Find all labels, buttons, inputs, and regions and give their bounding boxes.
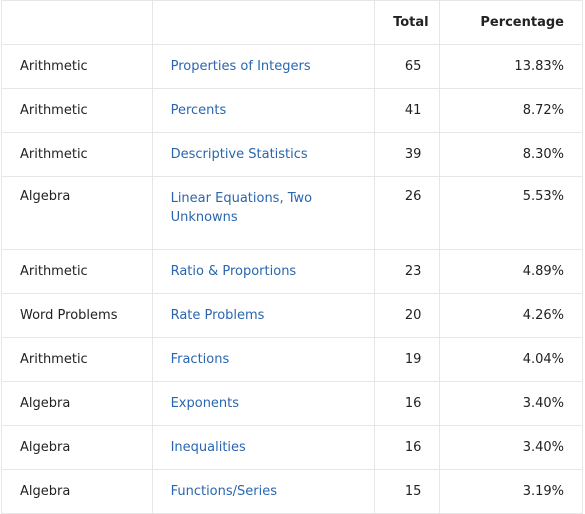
percentage-cell: 3.40% (439, 381, 583, 426)
subtopic-cell: Functions/Series (151, 469, 376, 514)
subtopic-link[interactable]: Linear Equations, Two Unknowns (170, 191, 313, 225)
category-cell: Algebra (1, 425, 153, 470)
category-cell: Algebra (1, 381, 153, 426)
percentage-cell: 4.89% (439, 249, 583, 294)
subtopic-cell: Linear Equations, Two Unknowns (151, 176, 376, 250)
table-row: Algebra Exponents 16 3.40% (1, 381, 583, 426)
percentage-cell: 4.04% (439, 337, 583, 382)
total-cell: 16 (374, 381, 441, 426)
percentage-cell: 8.72% (439, 88, 583, 133)
header-category (1, 0, 153, 45)
subtopic-link[interactable]: Descriptive Statistics (170, 147, 308, 162)
category-cell: Arithmetic (1, 249, 153, 294)
total-cell: 39 (374, 132, 441, 177)
subtopic-cell: Exponents (151, 381, 376, 426)
header-percentage: Percentage (439, 0, 583, 45)
total-cell: 26 (374, 176, 441, 250)
header-subtopic (151, 0, 376, 45)
category-cell: Algebra (1, 469, 153, 514)
subtopic-link[interactable]: Functions/Series (170, 484, 278, 499)
category-cell: Algebra (1, 176, 153, 250)
table-row: Algebra Linear Equations, Two Unknowns 2… (1, 176, 583, 250)
percentage-cell: 13.83% (439, 44, 583, 89)
subtopic-link[interactable]: Inequalities (170, 440, 246, 455)
percentage-cell: 8.30% (439, 132, 583, 177)
subtopic-cell: Percents (151, 88, 376, 133)
subtopic-link[interactable]: Rate Problems (170, 308, 265, 323)
subtopic-link[interactable]: Fractions (170, 352, 230, 367)
header-row: Total Percentage (1, 0, 583, 45)
table-row: Arithmetic Percents 41 8.72% (1, 88, 583, 133)
total-cell: 65 (374, 44, 441, 89)
total-cell: 23 (374, 249, 441, 294)
subtopic-link[interactable]: Exponents (170, 396, 240, 411)
subtopic-link[interactable]: Percents (170, 103, 227, 118)
percentage-cell: 5.53% (439, 176, 583, 250)
category-cell: Arithmetic (1, 44, 153, 89)
percentage-cell: 3.40% (439, 425, 583, 470)
percentage-cell: 4.26% (439, 293, 583, 338)
total-cell: 16 (374, 425, 441, 470)
subtopic-cell: Ratio & Proportions (151, 249, 376, 294)
table-row: Arithmetic Ratio & Proportions 23 4.89% (1, 249, 583, 294)
table-row: Arithmetic Fractions 19 4.04% (1, 337, 583, 382)
category-cell: Arithmetic (1, 88, 153, 133)
total-cell: 19 (374, 337, 441, 382)
table-body: Arithmetic Properties of Integers 65 13.… (1, 44, 583, 514)
header-total: Total (374, 0, 441, 45)
category-cell: Arithmetic (1, 132, 153, 177)
category-cell: Arithmetic (1, 337, 153, 382)
subtopic-cell: Rate Problems (151, 293, 376, 338)
total-cell: 20 (374, 293, 441, 338)
category-cell: Word Problems (1, 293, 153, 338)
subtopic-cell: Properties of Integers (151, 44, 376, 89)
table-row: Algebra Functions/Series 15 3.19% (1, 469, 583, 514)
table-row: Arithmetic Descriptive Statistics 39 8.3… (1, 132, 583, 177)
table-header: Total Percentage (1, 0, 583, 45)
table-row: Word Problems Rate Problems 20 4.26% (1, 293, 583, 338)
subtopic-cell: Fractions (151, 337, 376, 382)
total-cell: 15 (374, 469, 441, 514)
subtopic-link[interactable]: Ratio & Proportions (170, 264, 297, 279)
subtopic-cell: Inequalities (151, 425, 376, 470)
subtopic-link[interactable]: Properties of Integers (170, 59, 311, 74)
total-cell: 41 (374, 88, 441, 133)
subtopic-cell: Descriptive Statistics (151, 132, 376, 177)
percentage-cell: 3.19% (439, 469, 583, 514)
table-row: Algebra Inequalities 16 3.40% (1, 425, 583, 470)
table-row: Arithmetic Properties of Integers 65 13.… (1, 44, 583, 89)
